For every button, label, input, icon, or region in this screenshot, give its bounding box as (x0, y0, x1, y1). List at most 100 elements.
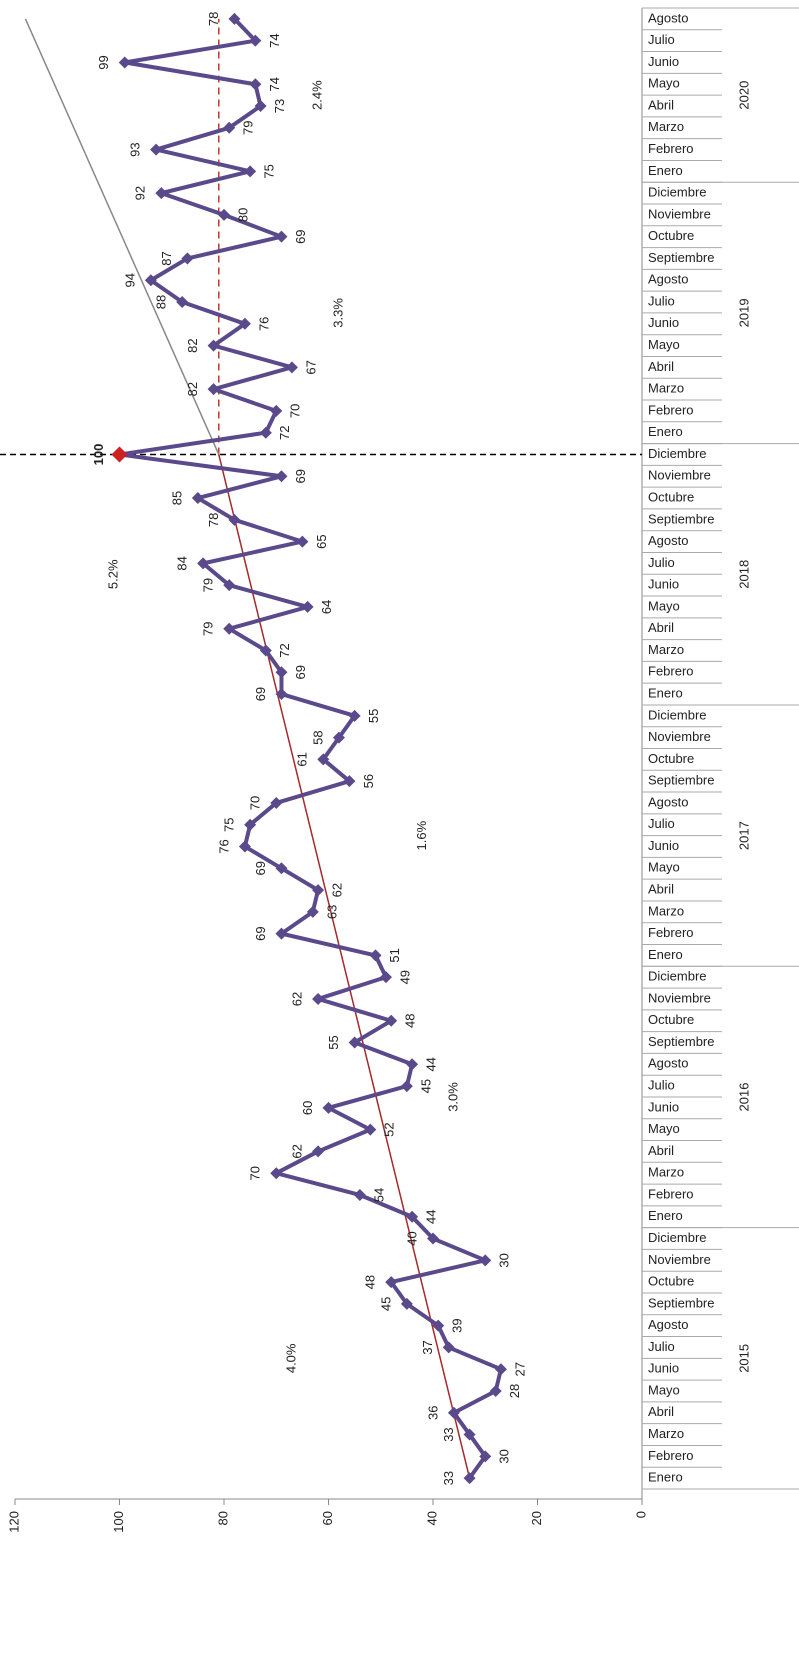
x-tick-label: Julio (648, 816, 675, 831)
x-tick-label: Septiembre (648, 250, 714, 265)
data-label: 67 (303, 360, 318, 374)
data-label: 69 (293, 469, 308, 483)
x-tick-label: Diciembre (648, 707, 707, 722)
data-label: 72 (277, 643, 292, 657)
x-tick-label: Diciembre (648, 969, 707, 984)
x-tick-label: Marzo (648, 903, 684, 918)
data-point (343, 775, 356, 788)
data-label: 87 (159, 251, 174, 265)
x-tick-label: Abril (648, 620, 674, 635)
data-label: 92 (133, 186, 148, 200)
data-label: 48 (363, 1275, 378, 1289)
data-label: 36 (425, 1406, 440, 1420)
year-label: 2015 (736, 1344, 751, 1373)
x-tick-label: Septiembre (648, 511, 714, 526)
y-tick-label: 100 (111, 1511, 126, 1533)
x-tick-label: Abril (648, 882, 674, 897)
data-label: 64 (319, 600, 334, 614)
data-label: 69 (293, 665, 308, 679)
x-tick-label: Julio (648, 555, 675, 570)
data-point (254, 100, 267, 113)
data-point (406, 1210, 419, 1223)
x-tick-label: Noviembre (648, 729, 711, 744)
data-point (259, 644, 272, 657)
x-tick-label: Febrero (648, 1448, 694, 1463)
growth-annotation: 4.0% (283, 1343, 298, 1373)
data-point (369, 949, 382, 962)
data-label: 76 (216, 839, 231, 853)
data-point (191, 492, 204, 505)
x-tick-label: Marzo (648, 1426, 684, 1441)
data-point (301, 600, 314, 613)
x-tick-label: Mayo (648, 76, 680, 91)
x-tick-label: Enero (648, 685, 683, 700)
data-label: 70 (248, 796, 263, 810)
data-label: 76 (256, 317, 271, 331)
x-tick-label: Noviembre (648, 206, 711, 221)
data-label: 52 (382, 1122, 397, 1136)
data-point (400, 1080, 413, 1093)
data-label: 65 (314, 534, 329, 548)
data-label: 62 (289, 1144, 304, 1158)
x-tick-label: Octubre (648, 228, 694, 243)
data-point (228, 513, 241, 526)
data-point (348, 1036, 361, 1049)
data-point (275, 688, 288, 701)
growth-annotation: 2.4% (309, 80, 324, 110)
data-label: 85 (169, 491, 184, 505)
data-label: 82 (185, 382, 200, 396)
data-point (118, 56, 131, 69)
data-point (238, 840, 251, 853)
x-tick-label: Marzo (648, 381, 684, 396)
data-label: 74 (267, 77, 282, 91)
data-label: 44 (424, 1057, 439, 1071)
x-tick-label: Febrero (648, 402, 694, 417)
x-tick-label: Junio (648, 1099, 679, 1114)
data-label: 45 (378, 1297, 393, 1311)
data-point (317, 753, 330, 766)
data-label: 39 (450, 1318, 465, 1332)
x-tick-label: Junio (648, 577, 679, 592)
x-tick-label: Junio (648, 838, 679, 853)
data-point (348, 709, 361, 722)
data-label: 74 (267, 33, 282, 47)
y-tick-label: 120 (6, 1511, 21, 1533)
data-point (447, 1406, 460, 1419)
x-tick-label: Febrero (648, 141, 694, 156)
data-label: 55 (326, 1035, 341, 1049)
data-point (494, 1363, 507, 1376)
data-label: 69 (253, 687, 268, 701)
chart-body: 0 20 40 60 80 100 120 Enero Febrero Marzo Abril May… (0, 7, 799, 1533)
data-label: 69 (293, 229, 308, 243)
data-point (270, 404, 283, 417)
x-tick-label: Marzo (648, 1165, 684, 1180)
data-point (379, 971, 392, 984)
y-tick-label: 40 (424, 1511, 439, 1525)
data-point (312, 992, 325, 1005)
x-tick-label: Mayo (648, 598, 680, 613)
data-label: 100 (91, 444, 106, 466)
year-label: 2019 (736, 298, 751, 327)
x-tick-label: Enero (648, 424, 683, 439)
x-tick-label: Febrero (648, 1186, 694, 1201)
y-tick-label: 20 (529, 1511, 544, 1525)
data-point (249, 78, 262, 91)
x-tick-label: Julio (648, 1078, 675, 1093)
x-tick-label: Mayo (648, 1121, 680, 1136)
data-point (275, 666, 288, 679)
x-tick-label: Agosto (648, 10, 688, 25)
x-tick-label: Septiembre (648, 773, 714, 788)
x-tick-label: Febrero (648, 925, 694, 940)
data-point (275, 230, 288, 243)
data-point (275, 862, 288, 875)
data-point (489, 1384, 502, 1397)
data-point (442, 1341, 455, 1354)
data-point (406, 1058, 419, 1071)
x-tick-label: Mayo (648, 1382, 680, 1397)
x-tick-label: Abril (648, 359, 674, 374)
data-label: 84 (175, 556, 190, 570)
data-point (353, 1188, 366, 1201)
trend-line (24, 18, 220, 455)
x-tick-label: Mayo (648, 337, 680, 352)
x-tick-label: Agosto (648, 1056, 688, 1071)
